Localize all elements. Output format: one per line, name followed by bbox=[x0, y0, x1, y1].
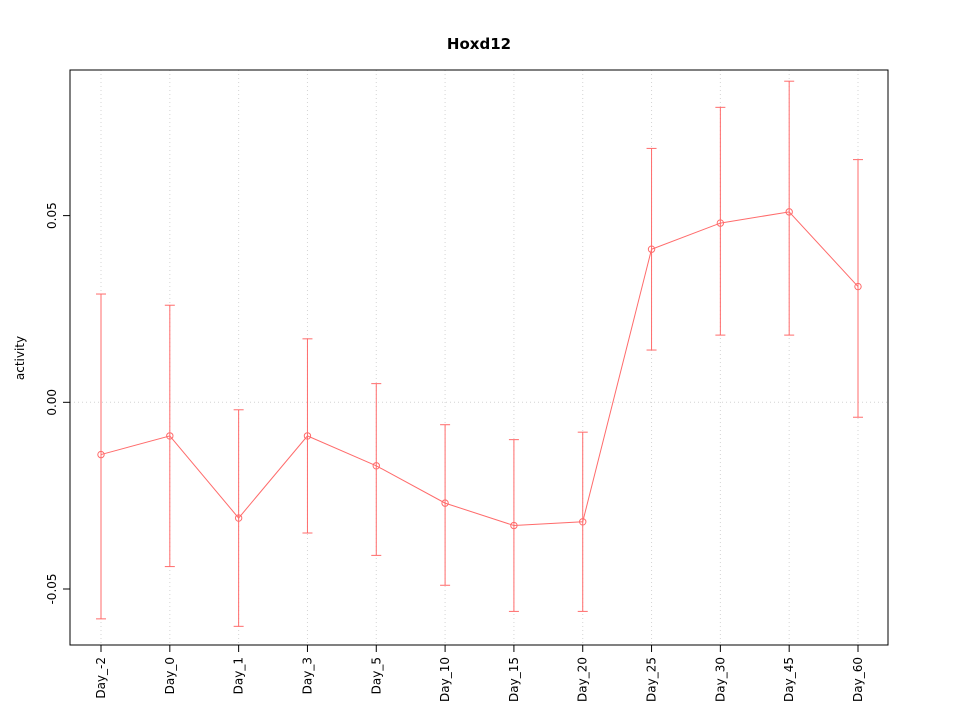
x-tick-label: Day_1 bbox=[232, 657, 246, 694]
plot-area: -0.05 0.00 0.05 Day_-2 Day_0 Day_1 Day_3 Day_5 D… bbox=[45, 69, 889, 702]
data-point bbox=[234, 514, 243, 522]
x-tick-label: Day_10 bbox=[438, 657, 452, 702]
data-point bbox=[97, 450, 105, 459]
data-point bbox=[854, 282, 862, 291]
data-point bbox=[510, 521, 518, 530]
x-tick-label: Day_25 bbox=[645, 657, 659, 702]
y-tick-label: -0.05 bbox=[45, 573, 59, 604]
x-tick-label: Day_15 bbox=[507, 657, 521, 702]
plot-frame bbox=[69, 69, 889, 646]
x-tick-label: Day_45 bbox=[782, 657, 796, 702]
data-point bbox=[303, 432, 312, 440]
chart-title: Hoxd12 bbox=[447, 35, 511, 53]
y-tick-label: 0.05 bbox=[45, 202, 59, 229]
series-line bbox=[100, 211, 859, 527]
x-tick-label: Day_30 bbox=[713, 657, 727, 702]
data-point bbox=[579, 518, 587, 526]
data-point bbox=[441, 499, 449, 507]
x-tick-label: Day_60 bbox=[851, 657, 865, 702]
x-tick-label: Day_20 bbox=[576, 657, 590, 702]
x-tick-label: Day_3 bbox=[300, 657, 314, 694]
data-point bbox=[716, 219, 725, 227]
data-point bbox=[647, 245, 656, 253]
y-axis-label: activity bbox=[13, 336, 27, 380]
data-point bbox=[372, 462, 380, 470]
data-point bbox=[785, 208, 793, 216]
x-tick-label: Day_5 bbox=[369, 657, 383, 694]
x-tick-label: Day_-2 bbox=[94, 657, 108, 699]
data-point bbox=[166, 432, 174, 440]
x-tick-label: Day_0 bbox=[163, 657, 177, 694]
y-tick-label: 0.00 bbox=[45, 389, 59, 416]
